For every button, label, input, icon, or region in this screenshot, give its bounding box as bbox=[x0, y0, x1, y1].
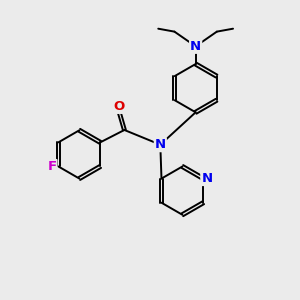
Text: F: F bbox=[47, 160, 56, 173]
Text: O: O bbox=[113, 100, 125, 113]
Text: N: N bbox=[201, 172, 212, 185]
Text: N: N bbox=[190, 40, 201, 53]
Text: N: N bbox=[155, 138, 166, 151]
